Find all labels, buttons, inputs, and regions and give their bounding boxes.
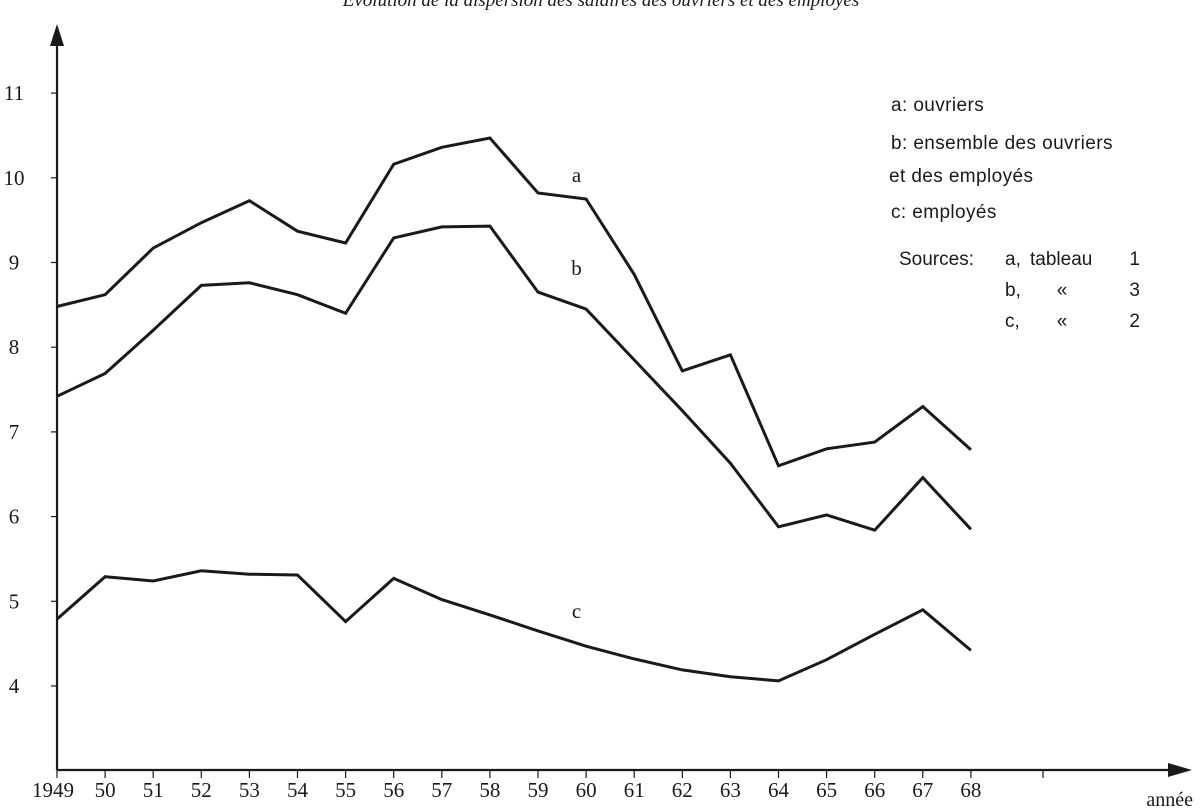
- x-tick-label-1955: 55: [335, 778, 356, 802]
- x-tick-label-1964: 64: [768, 778, 790, 802]
- y-tick-label-6: 6: [9, 505, 20, 529]
- x-tick-label-1958: 58: [479, 778, 500, 802]
- legend-source-table-1: tableau: [1030, 249, 1092, 270]
- y-tick-label-4: 4: [9, 674, 20, 698]
- legend-line-1: a: ouvriers: [891, 95, 984, 116]
- x-tick-label-1951: 51: [143, 778, 164, 802]
- x-tick-label-1949: 1949: [32, 778, 74, 802]
- y-tick-label-5: 5: [9, 589, 20, 613]
- legend-line-3: et des employés: [889, 166, 1033, 187]
- series-line-c: [56, 569, 972, 683]
- y-tick-label-9: 9: [9, 251, 20, 275]
- x-tick-label-1968: 68: [960, 778, 981, 802]
- series-label-a: a: [572, 163, 582, 187]
- series-line-b: [56, 224, 972, 532]
- x-axis-label: année: [1146, 789, 1193, 811]
- x-axis-arrow: [1168, 763, 1192, 777]
- x-tick-label-1953: 53: [239, 778, 260, 802]
- x-tick-label-1960: 60: [576, 778, 597, 802]
- legend-source-num-1: 1: [1129, 249, 1140, 270]
- legend-line-4: c: employés: [891, 202, 997, 223]
- x-tick-label-1961: 61: [624, 778, 645, 802]
- legend-line-2: b: ensemble des ouvriers: [891, 133, 1113, 154]
- legend-source-key-1: a,: [1005, 249, 1021, 270]
- x-tick-label-1950: 50: [95, 778, 116, 802]
- legend-source-table-3: «: [1057, 311, 1068, 332]
- x-tick-label-1962: 62: [672, 778, 693, 802]
- series-line-a: [56, 136, 972, 468]
- legend-source-key-2: b,: [1005, 280, 1021, 301]
- y-tick-label-11: 11: [4, 81, 24, 105]
- x-tick-label-1965: 65: [816, 778, 837, 802]
- y-tick-label-10: 10: [4, 166, 25, 190]
- y-tick-label-8: 8: [9, 335, 20, 359]
- x-tick-label-1963: 63: [720, 778, 741, 802]
- legend-source-key-3: c,: [1005, 311, 1020, 332]
- chart-title: Évolution de la dispersion des salaires …: [342, 0, 859, 11]
- series-label-b: b: [571, 256, 582, 280]
- legend-source-num-2: 3: [1129, 280, 1140, 301]
- legend-source-num-3: 2: [1129, 311, 1140, 332]
- x-tick-label-1956: 56: [383, 778, 404, 802]
- legend-source-table-2: «: [1057, 280, 1068, 301]
- x-tick-label-1967: 67: [912, 778, 933, 802]
- x-tick-label-1966: 66: [864, 778, 885, 802]
- y-axis-arrow: [50, 24, 64, 46]
- x-tick-label-1952: 52: [191, 778, 212, 802]
- x-tick-label-1954: 54: [287, 778, 309, 802]
- legend-sources-label: Sources:: [899, 249, 974, 270]
- x-tick-label-1959: 59: [528, 778, 549, 802]
- x-tick-label-1957: 57: [431, 778, 452, 802]
- series-label-c: c: [572, 599, 581, 623]
- y-tick-label-7: 7: [9, 420, 20, 444]
